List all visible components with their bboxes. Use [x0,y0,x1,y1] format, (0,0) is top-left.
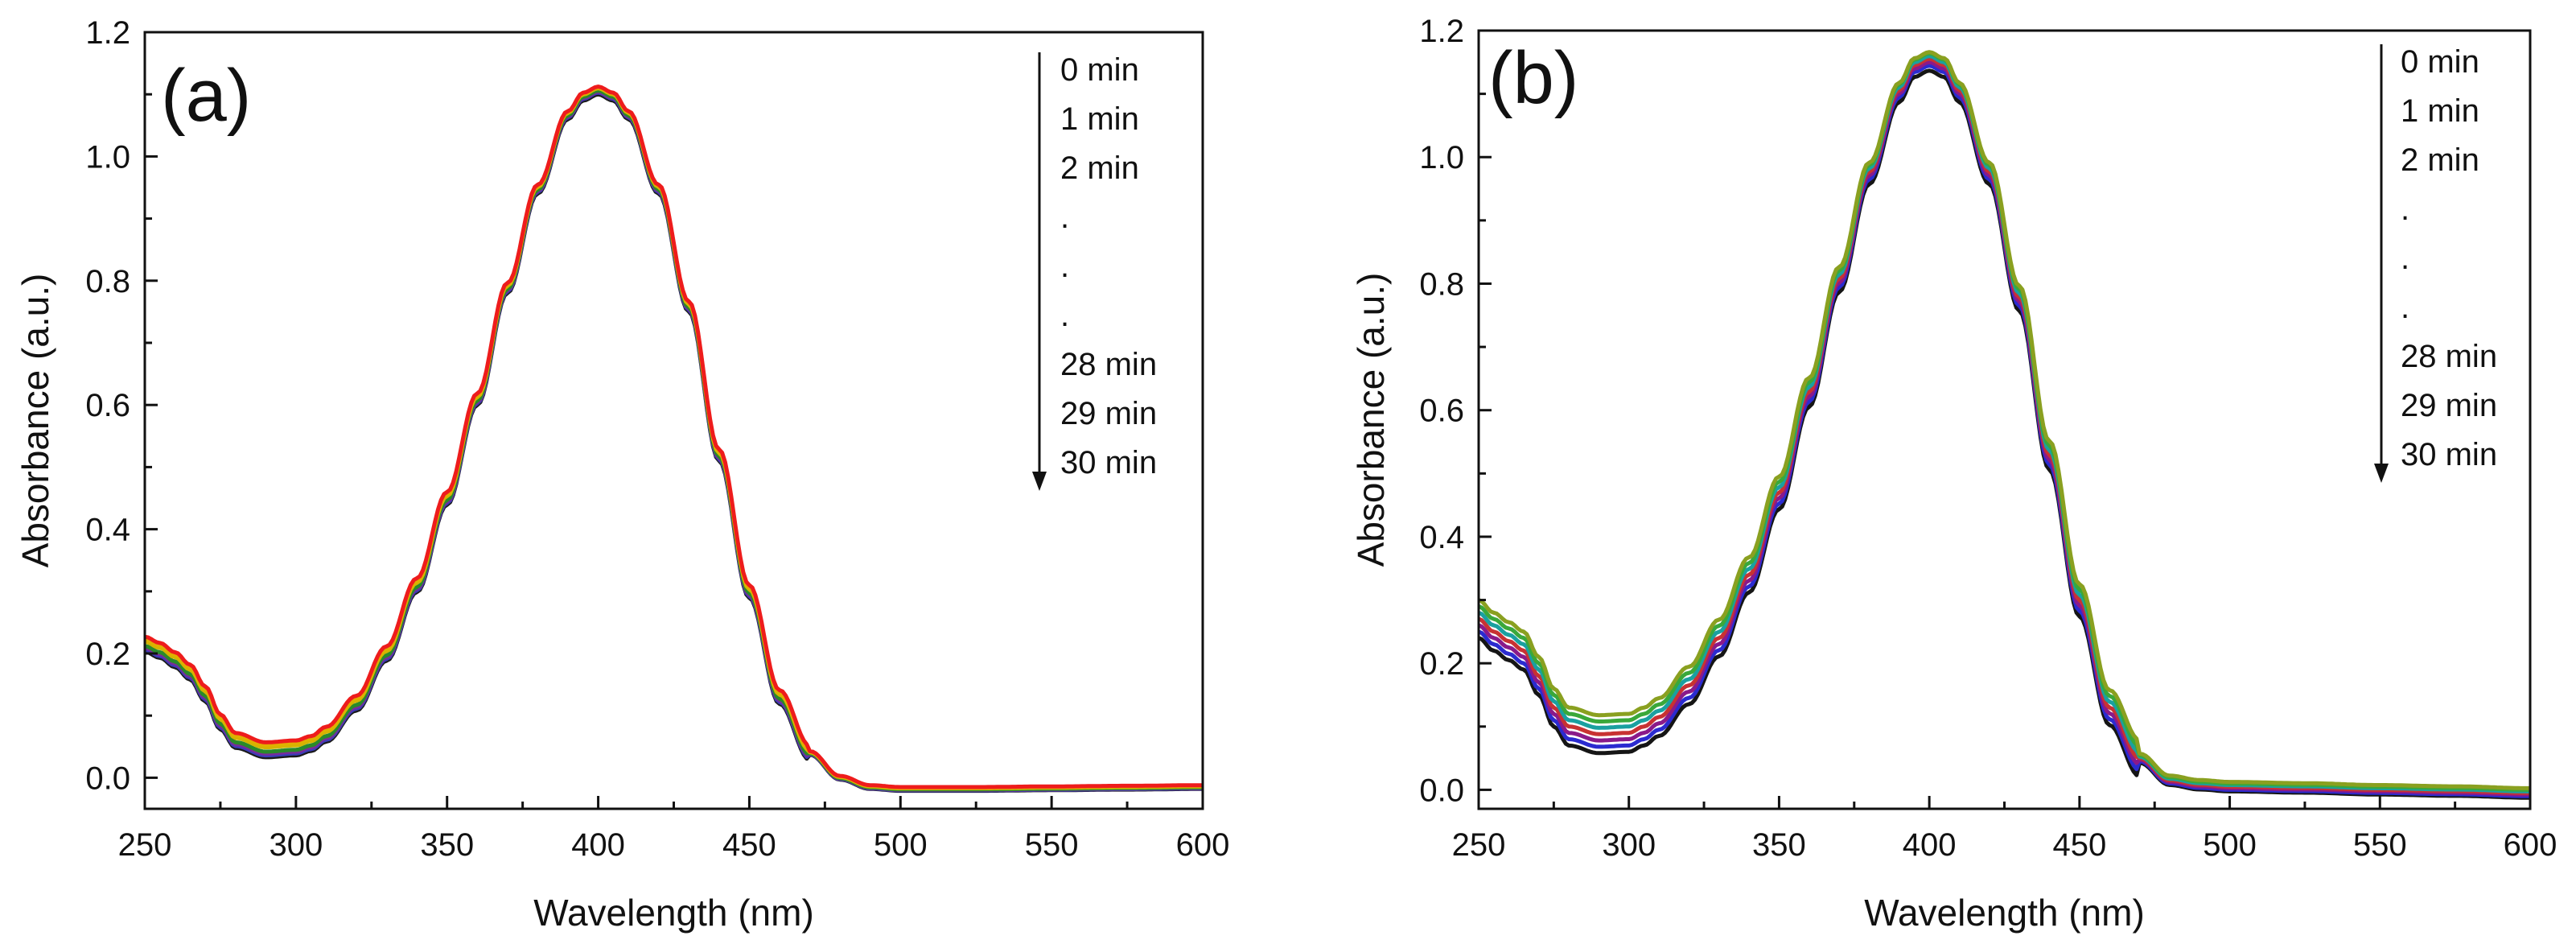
panel-b-x-tick-label: 400 [1903,827,1957,863]
panel-a-legend-entry: . [1060,200,1069,235]
panel-a-legend-entry: 28 min [1060,347,1157,382]
panel-a-legend-entry: . [1060,298,1069,333]
panel-a-series-line-1-min [144,90,1203,793]
panel-a-y-tick-label: 1.2 [85,15,130,51]
panel-b-legend-entry: 1 min [2401,93,2479,129]
panel-b-legend-entry: 30 min [2401,437,2497,472]
panel-b-x-tick-label: 550 [2353,827,2407,863]
panel-b-x-tick-label: 250 [1452,827,1506,863]
panel-a-x-tick-label: 250 [118,827,172,863]
panel-b-x-tick-label: 350 [1752,827,1806,863]
panel-a-label: (a) [161,55,251,137]
panel-b-label: (b) [1488,37,1578,119]
panel-b-plot-frame [1477,29,2532,810]
panel-a-series-line-2-min [144,89,1203,792]
panel-a-x-tick-label: 300 [269,827,323,863]
panel-a-x-tick-label: 550 [1025,827,1079,863]
panel-b-x-tick-label: 500 [2203,827,2257,863]
panel-b-legend-entry: 28 min [2401,339,2497,374]
panel-a-y-tick-label: 1.0 [85,139,130,175]
panel-b-y-tick-label: 1.2 [1419,14,1464,49]
panel-b-series-line-28-min [1478,54,2530,794]
panel-a-plot-frame [143,31,1204,810]
panel-a-x-tick-label: 350 [420,827,474,863]
panel-a-series-line-30-min [144,85,1203,789]
panel-a-legend-entry: 29 min [1060,396,1157,431]
panel-b-series-line-1-min [1478,64,2530,798]
panel-a-legend-arrowhead [1032,472,1047,491]
panel-b-legend: 0 min 1 min 2 min... 28 min 29 min 30 min [2374,44,2497,483]
panel-a-legend-entries: 0 min 1 min 2 min... 28 min 29 min 30 min [1060,52,1157,480]
panel-a-y-tick-label: 0.0 [85,761,130,796]
panel-b-y-ticks: 0.0 0.2 0.4 0.6 0.8 1.0 1.2 [1419,14,1492,808]
panel-b-series-line-2-min [1478,60,2530,797]
panel-a-x-tick-label: 450 [722,827,776,863]
panel-b-legend-entries: 0 min 1 min 2 min... 28 min 29 min 30 min [2401,44,2497,472]
panel-b-y-tick-label: 0.2 [1419,646,1464,682]
panel-a-y-tick-label: 0.4 [85,513,130,548]
panel-a-x-tick-label: 400 [571,827,625,863]
panel-a-series-line-28-min [144,86,1203,790]
panel-a-y-ticks: 0.0 0.2 0.4 0.6 0.8 1.0 1.2 [85,15,158,796]
panel-b-series-line-30-min [1478,50,2530,790]
panel-b-x-axis-title: Wavelength (nm) [1864,892,2145,934]
panel-a-legend-entry: . [1060,249,1069,284]
panel-a-curves [144,85,1203,794]
panel-a-series-line-0-min [144,92,1203,794]
panel-a-series-line-3-min [144,89,1203,792]
panel-a-y-tick-label: 0.2 [85,637,130,672]
panel-a: 250 300 350 400 450 500 550 600 0.0 0.2 0.4 0.6 0.8… [14,15,1229,934]
panel-a-y-tick-label: 0.6 [85,388,130,423]
panel-a-x-axis-title: Wavelength (nm) [533,892,814,934]
panel-a-x-tick-label: 600 [1176,827,1230,863]
panel-b-curves [1478,50,2530,800]
panel-b-x-ticks: 250 300 350 400 450 500 550 600 [1452,796,2557,863]
panel-a-series-line-29-min [144,85,1203,790]
panel-a-x-tick-label: 500 [874,827,928,863]
panel-a-x-ticks: 250 300 350 400 450 500 550 600 [118,796,1230,863]
panel-b-x-tick-label: 300 [1602,827,1656,863]
panel-b-legend-arrowhead [2374,464,2389,483]
panel-a-legend-entry: 1 min [1060,101,1139,137]
panel-a-legend: 0 min 1 min 2 min... 28 min 29 min 30 min [1032,52,1157,491]
panel-a-y-tick-label: 0.8 [85,264,130,299]
panel-b-y-tick-label: 1.0 [1419,140,1464,175]
panel-a-legend-entry: 0 min [1060,52,1139,88]
panel-b-y-tick-label: 0.4 [1419,520,1464,555]
panel-a-legend-entry: 2 min [1060,150,1139,186]
panel-b-series-line-3-min [1478,56,2530,795]
panel-b-y-tick-label: 0.6 [1419,394,1464,429]
panel-b-y-tick-label: 0.0 [1419,773,1464,808]
panel-b: 250 300 350 400 450 500 550 600 0.0 0.2 0.4 0.6 0.8… [1350,14,2557,934]
panel-b-y-tick-label: 0.8 [1419,266,1464,302]
panel-b-legend-entry: 29 min [2401,388,2497,423]
panel-b-legend-entry: 2 min [2401,142,2479,178]
panel-b-y-axis-title: Absorbance (a.u.) [1350,273,1392,567]
panel-a-legend-entry: 30 min [1060,445,1157,480]
panel-b-legend-entry: . [2401,290,2409,325]
panel-b-series-line-0-min [1478,68,2530,800]
panel-b-legend-entry: . [2401,241,2409,276]
panel-b-legend-entry: 0 min [2401,44,2479,80]
panel-b-legend-entry: . [2401,192,2409,227]
panel-b-x-tick-label: 600 [2504,827,2557,863]
panel-b-series-line-29-min [1478,51,2530,792]
panel-a-y-axis-title: Absorbance (a.u.) [14,274,56,568]
panel-b-x-tick-label: 450 [2052,827,2106,863]
